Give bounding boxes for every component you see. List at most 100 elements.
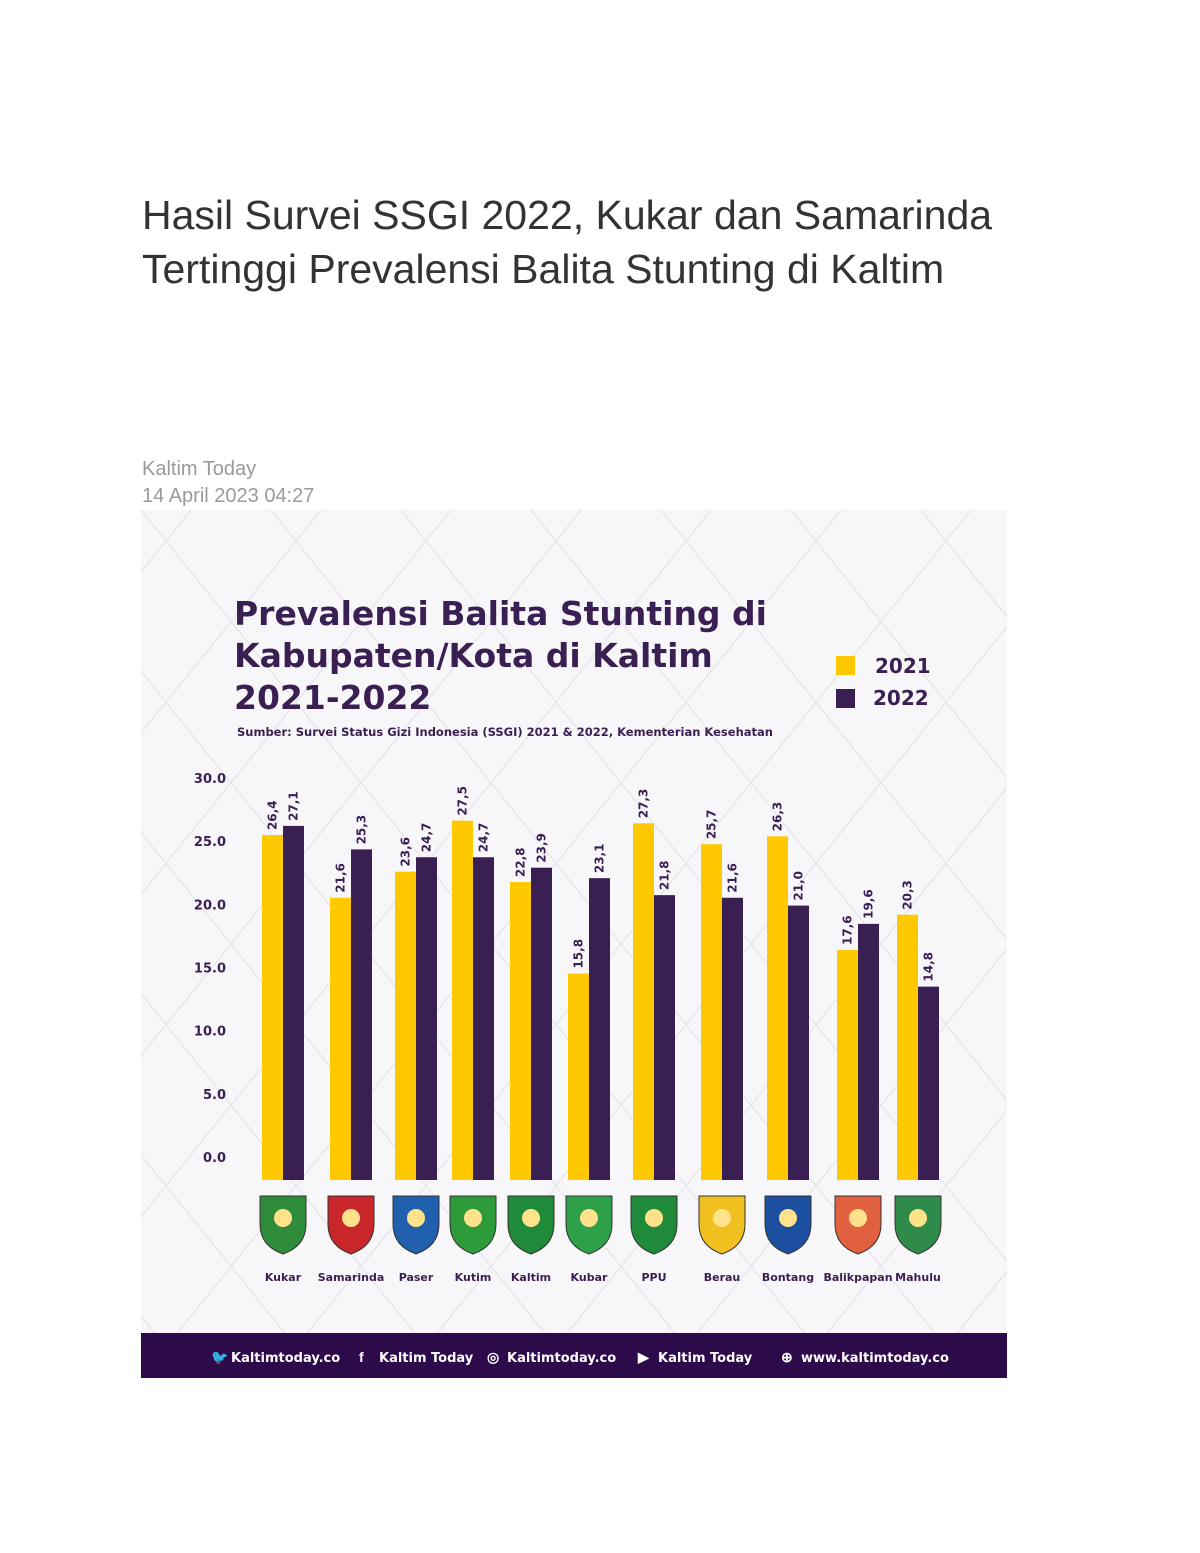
data-label: 19,6: [862, 889, 876, 919]
bar-2022-mahulu: [918, 986, 939, 1180]
bar-2022-kutim: [473, 857, 494, 1180]
y-tick-label: 15.0: [194, 962, 226, 977]
bar-2021-balikpapan: [837, 950, 858, 1180]
x-tick-label: Paser: [399, 1271, 434, 1284]
x-tick-label: Kubar: [571, 1271, 608, 1284]
data-label: 20,3: [901, 880, 915, 910]
chart-source: Sumber: Survei Status Gizi Indonesia (SS…: [237, 725, 773, 739]
pattern-line: [920, 1270, 1007, 1378]
data-label: 17,6: [841, 915, 855, 945]
footer-link[interactable]: Kaltim Today: [379, 1351, 474, 1366]
pattern-line: [270, 510, 972, 1378]
footer-link[interactable]: Kaltimtoday.co: [231, 1351, 340, 1366]
footer-link[interactable]: www.kaltimtoday.co: [801, 1351, 949, 1366]
legend-swatch-2021: [836, 656, 855, 675]
footer-link[interactable]: Kaltimtoday.co: [507, 1351, 616, 1366]
bar-2022-berau: [722, 897, 743, 1180]
emblem-center: [580, 1209, 598, 1227]
data-label: 26,3: [771, 802, 785, 832]
article-title: Hasil Survei SSGI 2022, Kukar dan Samari…: [142, 192, 993, 292]
emblem-center: [645, 1209, 663, 1227]
y-tick-label: 30.0: [194, 772, 226, 787]
bar-2021-ppu: [633, 823, 654, 1180]
social-footer: 🐦 Kaltimtoday.co f Kaltim Today ◎ Kaltimtoday…: [211, 1349, 949, 1366]
pattern-line: [141, 1315, 192, 1378]
y-tick-label: 0.0: [203, 1151, 226, 1166]
bar-2022-bontang: [788, 905, 809, 1180]
article-author: Kaltim Today: [142, 458, 257, 480]
bar-2021-mahulu: [897, 914, 918, 1180]
x-tick-label: Kutim: [455, 1271, 492, 1284]
bar-2022-kaltim: [531, 867, 552, 1180]
x-tick-label: Kukar: [265, 1271, 302, 1284]
emblem-center: [464, 1209, 482, 1227]
data-label: 24,7: [477, 823, 491, 853]
youtube-icon: ▶: [637, 1349, 650, 1365]
data-label: 24,7: [420, 823, 434, 853]
emblem-center: [713, 1209, 731, 1227]
legend-label-2022: 2022: [873, 686, 929, 710]
data-label: 22,8: [514, 847, 528, 877]
y-tick-label: 10.0: [194, 1025, 226, 1040]
emblem-center: [849, 1209, 867, 1227]
bar-2021-paser: [395, 871, 416, 1180]
emblem-center: [522, 1209, 540, 1227]
bar-2021-berau: [701, 844, 722, 1180]
bar-2021-kutim: [452, 820, 473, 1180]
pattern-line: [141, 510, 192, 573]
x-tick-label: Samarinda: [318, 1271, 385, 1284]
bar-2022-ppu: [654, 895, 675, 1180]
chart-title-line-2: Kabupaten/Kota di Kaltim: [234, 636, 713, 675]
bar-2021-kubar: [568, 973, 589, 1180]
instagram-icon: ◎: [487, 1349, 499, 1365]
legend-swatch-2022: [836, 689, 855, 708]
bar-2021-bontang: [767, 836, 788, 1180]
x-tick-label: Berau: [704, 1271, 741, 1284]
pattern-line: [790, 510, 1007, 779]
emblem-center: [909, 1209, 927, 1227]
data-label: 26,4: [266, 800, 280, 830]
infographic-chart: Prevalensi Balita Stunting di Kabupaten/…: [141, 510, 1007, 1378]
pattern-line: [141, 510, 322, 735]
emblem-center: [407, 1209, 425, 1227]
article-date: 14 April 2023 04:27: [142, 485, 315, 507]
y-tick-label: 20.0: [194, 898, 226, 913]
data-label: 25,7: [705, 810, 719, 840]
legend-label-2021: 2021: [875, 654, 931, 678]
bar-2022-kubar: [589, 878, 610, 1180]
pattern-line: [141, 510, 582, 1057]
x-tick-label: Kaltim: [511, 1271, 551, 1284]
footer-link[interactable]: Kaltim Today: [658, 1351, 753, 1366]
chart-svg: Prevalensi Balita Stunting di Kabupaten/…: [141, 510, 1007, 1378]
data-label: 21,6: [334, 863, 348, 893]
emblem-center: [779, 1209, 797, 1227]
data-label: 27,5: [456, 786, 470, 816]
data-label: 27,1: [287, 791, 301, 821]
x-axis: Kukar Samarinda Paser Kutim Kaltim Kubar PPU Be…: [259, 1195, 942, 1284]
globe-icon: ⊕: [781, 1349, 793, 1365]
x-tick-label: PPU: [641, 1271, 666, 1284]
chart-title-line-3: 2021-2022: [234, 678, 431, 717]
y-axis: 0.0 5.0 10.0 15.0 20.0 25.0 30.0: [194, 772, 226, 1166]
pattern-line: [141, 510, 452, 896]
twitter-icon: 🐦: [211, 1349, 228, 1365]
data-label: 21,0: [792, 871, 806, 901]
data-label: 14,8: [922, 952, 936, 982]
x-tick-label: Mahulu: [895, 1271, 941, 1284]
x-tick-label: Balikpapan: [823, 1271, 892, 1284]
x-tick-label: Bontang: [762, 1271, 814, 1284]
y-tick-label: 25.0: [194, 835, 226, 850]
data-label: 21,8: [658, 861, 672, 891]
bar-2021-samarinda: [330, 897, 351, 1180]
bar-2022-kukar: [283, 825, 304, 1180]
data-label: 15,8: [572, 939, 586, 969]
data-label: 23,6: [399, 837, 413, 867]
data-label: 25,3: [355, 815, 369, 845]
bar-2021-kukar: [262, 835, 283, 1180]
bar-2021-kaltim: [510, 882, 531, 1180]
chart-title-line-1: Prevalensi Balita Stunting di: [234, 594, 767, 633]
emblem-center: [342, 1209, 360, 1227]
emblem-center: [274, 1209, 292, 1227]
pattern-line: [141, 1153, 322, 1378]
data-label: 23,1: [593, 844, 607, 874]
